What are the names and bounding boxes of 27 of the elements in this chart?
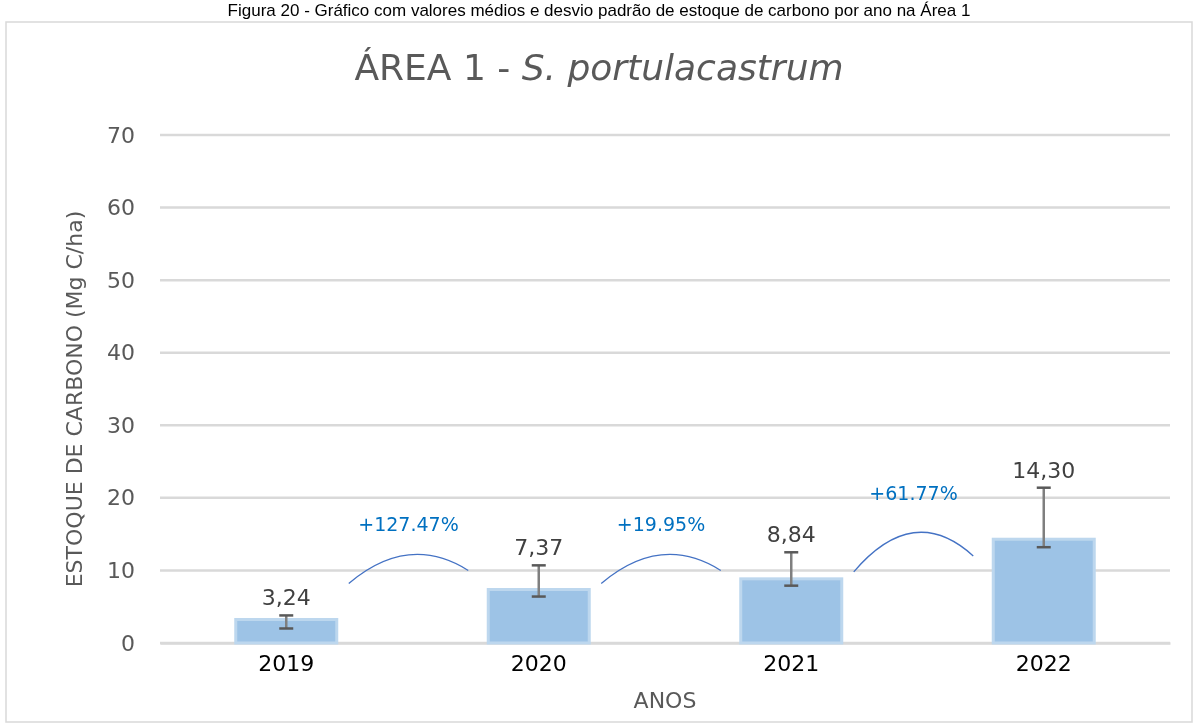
x-tick-label: 2020 (510, 650, 567, 676)
y-tick-label: 0 (121, 630, 135, 656)
y-tick-label: 40 (107, 340, 135, 366)
y-axis-title: ESTOQUE DE CARBONO (Mg C/ha) (62, 210, 87, 588)
x-tick-label: 2019 (258, 650, 315, 676)
x-axis-title: ANOS (633, 688, 697, 713)
annotation: +127.47% (358, 512, 459, 535)
bar (486, 588, 591, 645)
bar (739, 577, 844, 645)
bar (234, 617, 339, 645)
y-tick-label: 10 (107, 557, 135, 583)
y-tick-label: 30 (107, 412, 135, 438)
data-label: 14,30 (1012, 457, 1076, 483)
bar (991, 537, 1096, 645)
chart-title: ÁREA 1 - S. portulacastrum (354, 47, 844, 88)
y-tick-label: 20 (107, 485, 135, 511)
x-tick-label: 2022 (1015, 650, 1072, 676)
annotation: +61.77% (869, 481, 958, 504)
text: Figura 20 - Gráfico com valores médios e desvio padrão de estoque de carbono por ano na Área 1 (227, 1, 971, 20)
annotation: +19.95% (616, 512, 706, 535)
data-label: 3,24 (261, 585, 311, 611)
data-label: 8,84 (766, 522, 816, 548)
y-tick-label: 70 (107, 122, 135, 148)
x-tick-label: 2021 (763, 650, 820, 676)
y-tick-label: 50 (107, 267, 135, 293)
data-label: 7,37 (514, 535, 564, 561)
y-tick-label: 60 (107, 195, 135, 221)
